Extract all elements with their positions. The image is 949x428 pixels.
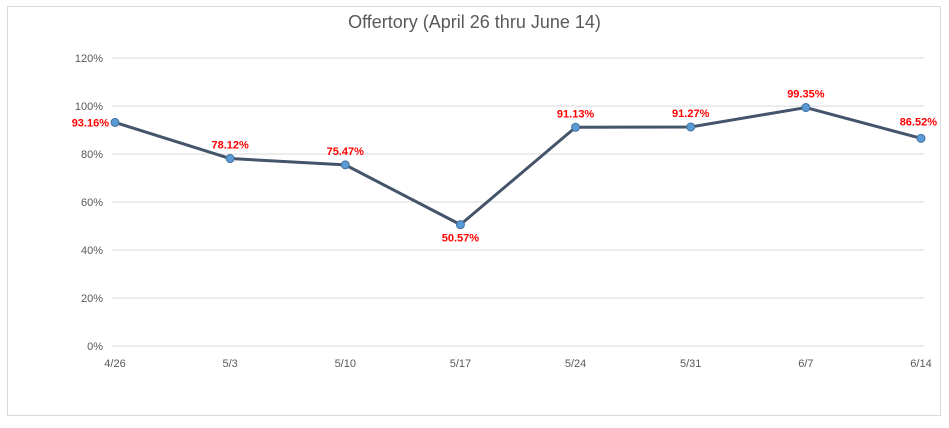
- series-line: [114, 106, 922, 227]
- chart-title: Offertory (April 26 thru June 14): [348, 12, 601, 32]
- data-label: 91.13%: [557, 108, 595, 120]
- y-tick-label: 0%: [87, 341, 103, 353]
- data-label: 93.16%: [72, 117, 110, 129]
- data-point: [686, 122, 696, 132]
- data-point: [455, 220, 465, 230]
- y-tick-label: 100%: [75, 101, 103, 113]
- data-point: [110, 117, 120, 127]
- x-tick-label: 5/10: [335, 358, 356, 370]
- data-label: 75.47%: [327, 146, 365, 158]
- x-tick-label: 5/31: [680, 358, 701, 370]
- data-point: [916, 133, 926, 143]
- y-tick-label: 60%: [81, 197, 103, 209]
- x-tick-label: 6/7: [798, 358, 813, 370]
- data-point: [571, 122, 581, 132]
- x-tick-label: 5/3: [222, 358, 237, 370]
- chart-frame: [7, 6, 941, 416]
- data-label: 86.52%: [900, 116, 938, 128]
- data-point: [340, 160, 350, 170]
- y-tick-label: 120%: [75, 53, 103, 65]
- data-label: 91.27%: [672, 108, 710, 120]
- y-tick-label: 80%: [81, 149, 103, 161]
- x-tick-label: 5/24: [565, 358, 586, 370]
- x-tick-label: 5/17: [450, 358, 471, 370]
- data-label: 78.12%: [211, 140, 249, 152]
- x-tick-label: 6/14: [910, 358, 931, 370]
- x-tick-label: 4/26: [104, 358, 125, 370]
- data-label: 99.35%: [787, 89, 825, 101]
- y-tick-label: 40%: [81, 245, 103, 257]
- data-label: 50.57%: [442, 233, 480, 245]
- data-point: [225, 154, 235, 164]
- data-point: [801, 103, 811, 113]
- y-tick-label: 20%: [81, 293, 103, 305]
